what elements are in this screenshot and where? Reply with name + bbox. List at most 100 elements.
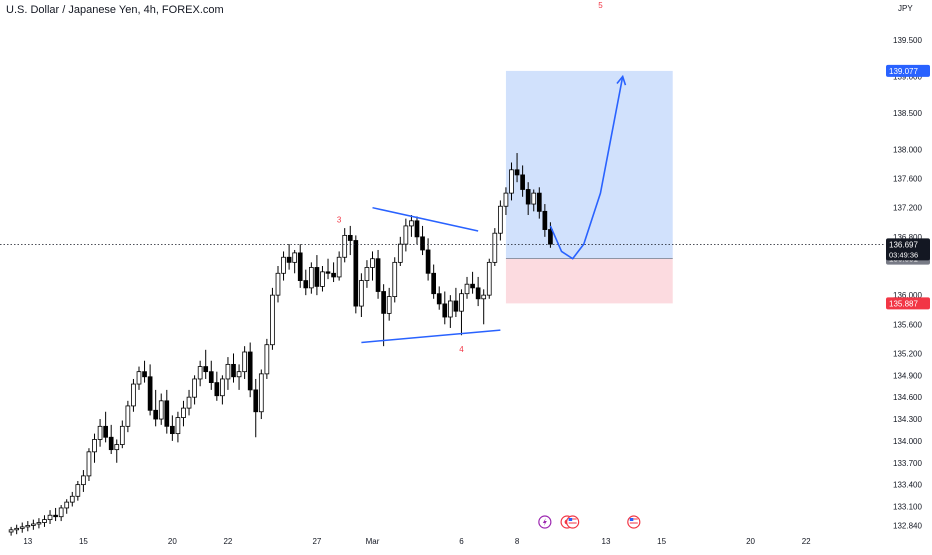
candle-body	[436, 293, 442, 305]
candle-body	[58, 507, 64, 518]
projection-path[interactable]	[549, 76, 624, 260]
us-flag-icon[interactable]	[627, 515, 641, 529]
candle-body	[125, 405, 131, 427]
candle-body	[314, 267, 320, 287]
candle-body	[69, 495, 75, 503]
candle-body	[164, 400, 170, 427]
candle-body	[386, 296, 392, 314]
candle-body	[381, 291, 386, 314]
current-price-tag-bg	[886, 238, 930, 261]
candle-body	[420, 236, 425, 251]
wave-label: 3	[337, 215, 342, 224]
y-tick-label: 138.000	[893, 145, 922, 154]
candle-body	[242, 351, 247, 373]
x-tick-label: Mar	[366, 537, 380, 546]
candle-body	[25, 525, 31, 528]
candle-body	[158, 400, 164, 420]
y-tick-label: 138.500	[893, 109, 922, 118]
candle-body	[470, 283, 475, 289]
candle-body	[97, 425, 103, 440]
candle-body	[525, 189, 531, 205]
candle-body	[392, 261, 398, 298]
candle-body	[181, 407, 186, 418]
candle-body	[286, 256, 292, 263]
stop-zone[interactable]	[505, 258, 673, 304]
x-tick-label: 20	[746, 537, 755, 546]
candle-body	[292, 252, 298, 263]
countdown-tag: 03:49:36	[889, 250, 918, 259]
x-tick-label: 22	[223, 537, 232, 546]
candle-body	[131, 383, 136, 407]
candle-body	[108, 436, 114, 451]
candle-body	[308, 267, 314, 289]
candle-body	[320, 271, 325, 287]
y-tick-label: 135.200	[893, 349, 922, 358]
candle-body	[409, 220, 414, 227]
candle-body	[153, 409, 159, 420]
candle-body	[447, 300, 453, 318]
y-tick-label: 134.900	[893, 371, 922, 380]
candle-body	[247, 351, 253, 391]
candle-body	[81, 475, 86, 486]
current-price-tag: 136.697	[889, 240, 918, 249]
flag-canton	[568, 518, 573, 521]
candle-body	[92, 439, 97, 453]
candle-body	[64, 501, 70, 509]
candle-body	[225, 363, 231, 380]
candle-body	[548, 229, 553, 245]
candle-body	[359, 280, 364, 307]
candle-body	[492, 232, 498, 263]
y-tick-label: 134.600	[893, 393, 922, 402]
candle-body	[331, 272, 336, 278]
candle-body	[442, 303, 448, 318]
trendline[interactable]	[361, 329, 501, 344]
target-zone[interactable]	[505, 70, 673, 259]
candle-body	[53, 514, 58, 518]
candle-body	[353, 240, 359, 307]
candle-body	[531, 192, 537, 205]
stop-price-tag-bg	[886, 297, 930, 310]
arrow-head-icon	[616, 74, 627, 86]
candle-body	[258, 373, 264, 413]
candle-body	[203, 366, 209, 373]
candle-body	[459, 293, 464, 312]
candle-body	[220, 378, 225, 397]
candle-body	[464, 283, 470, 295]
y-tick-label: 137.200	[893, 204, 922, 213]
candle-body	[542, 210, 548, 230]
trendline[interactable]	[372, 206, 479, 232]
y-tick-label: 132.840	[893, 521, 922, 530]
candle-body	[514, 169, 520, 176]
candle-body	[431, 272, 437, 295]
y-tick-label: 134.300	[893, 415, 922, 424]
x-tick-label: 8	[515, 537, 520, 546]
candle-body	[19, 526, 25, 529]
y-tick-label: 136.000	[893, 291, 922, 300]
wave-label: 4	[459, 345, 464, 354]
candle-body	[197, 366, 203, 380]
candle-body	[175, 417, 181, 435]
y-tick-label: 135.600	[893, 320, 922, 329]
candle-body	[370, 258, 375, 268]
candle-body	[119, 425, 125, 445]
flag-canton	[629, 518, 634, 521]
candle-body	[8, 529, 14, 533]
y-tick-label: 139.000	[893, 73, 922, 82]
us-flag-icon[interactable]	[566, 515, 580, 529]
candle-body	[498, 205, 503, 234]
y-tick-label: 133.100	[893, 502, 922, 511]
x-tick-label: 6	[459, 537, 464, 546]
target-price-tag: 139.077	[889, 67, 918, 76]
candle-body	[75, 484, 81, 497]
x-tick-label: 15	[657, 537, 666, 546]
x-tick-label: 15	[79, 537, 88, 546]
candle-body	[303, 280, 309, 289]
price-axis[interactable]	[884, 0, 932, 550]
y-tick-label: 133.700	[893, 459, 922, 468]
candle-body	[453, 300, 459, 312]
candle-body	[503, 192, 509, 207]
candle-body	[509, 169, 514, 194]
candle-body	[486, 261, 492, 296]
